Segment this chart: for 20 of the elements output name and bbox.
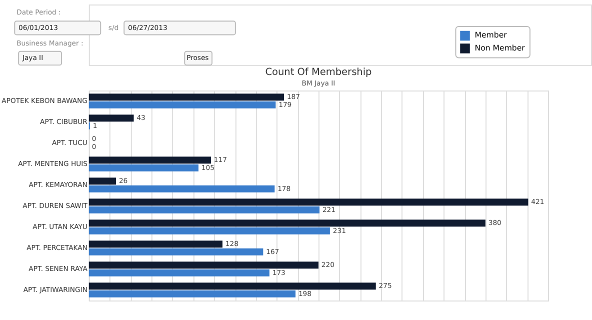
bar <box>88 94 284 101</box>
bar <box>88 269 270 276</box>
bar <box>88 240 222 248</box>
bar <box>88 282 376 290</box>
bar <box>88 178 116 185</box>
bar <box>88 164 198 172</box>
bar <box>88 101 276 108</box>
bar <box>88 290 296 298</box>
legend-label: Non Member <box>474 43 526 52</box>
bar <box>88 114 134 122</box>
bar <box>88 185 275 192</box>
legend-label: Member <box>474 30 508 40</box>
bar <box>88 220 486 227</box>
bar <box>88 227 330 234</box>
bar <box>88 198 528 206</box>
bar <box>88 248 264 256</box>
chart-title: Count Of Membership <box>265 66 372 78</box>
bar <box>88 262 318 269</box>
bar <box>88 206 320 214</box>
bar <box>88 156 211 164</box>
